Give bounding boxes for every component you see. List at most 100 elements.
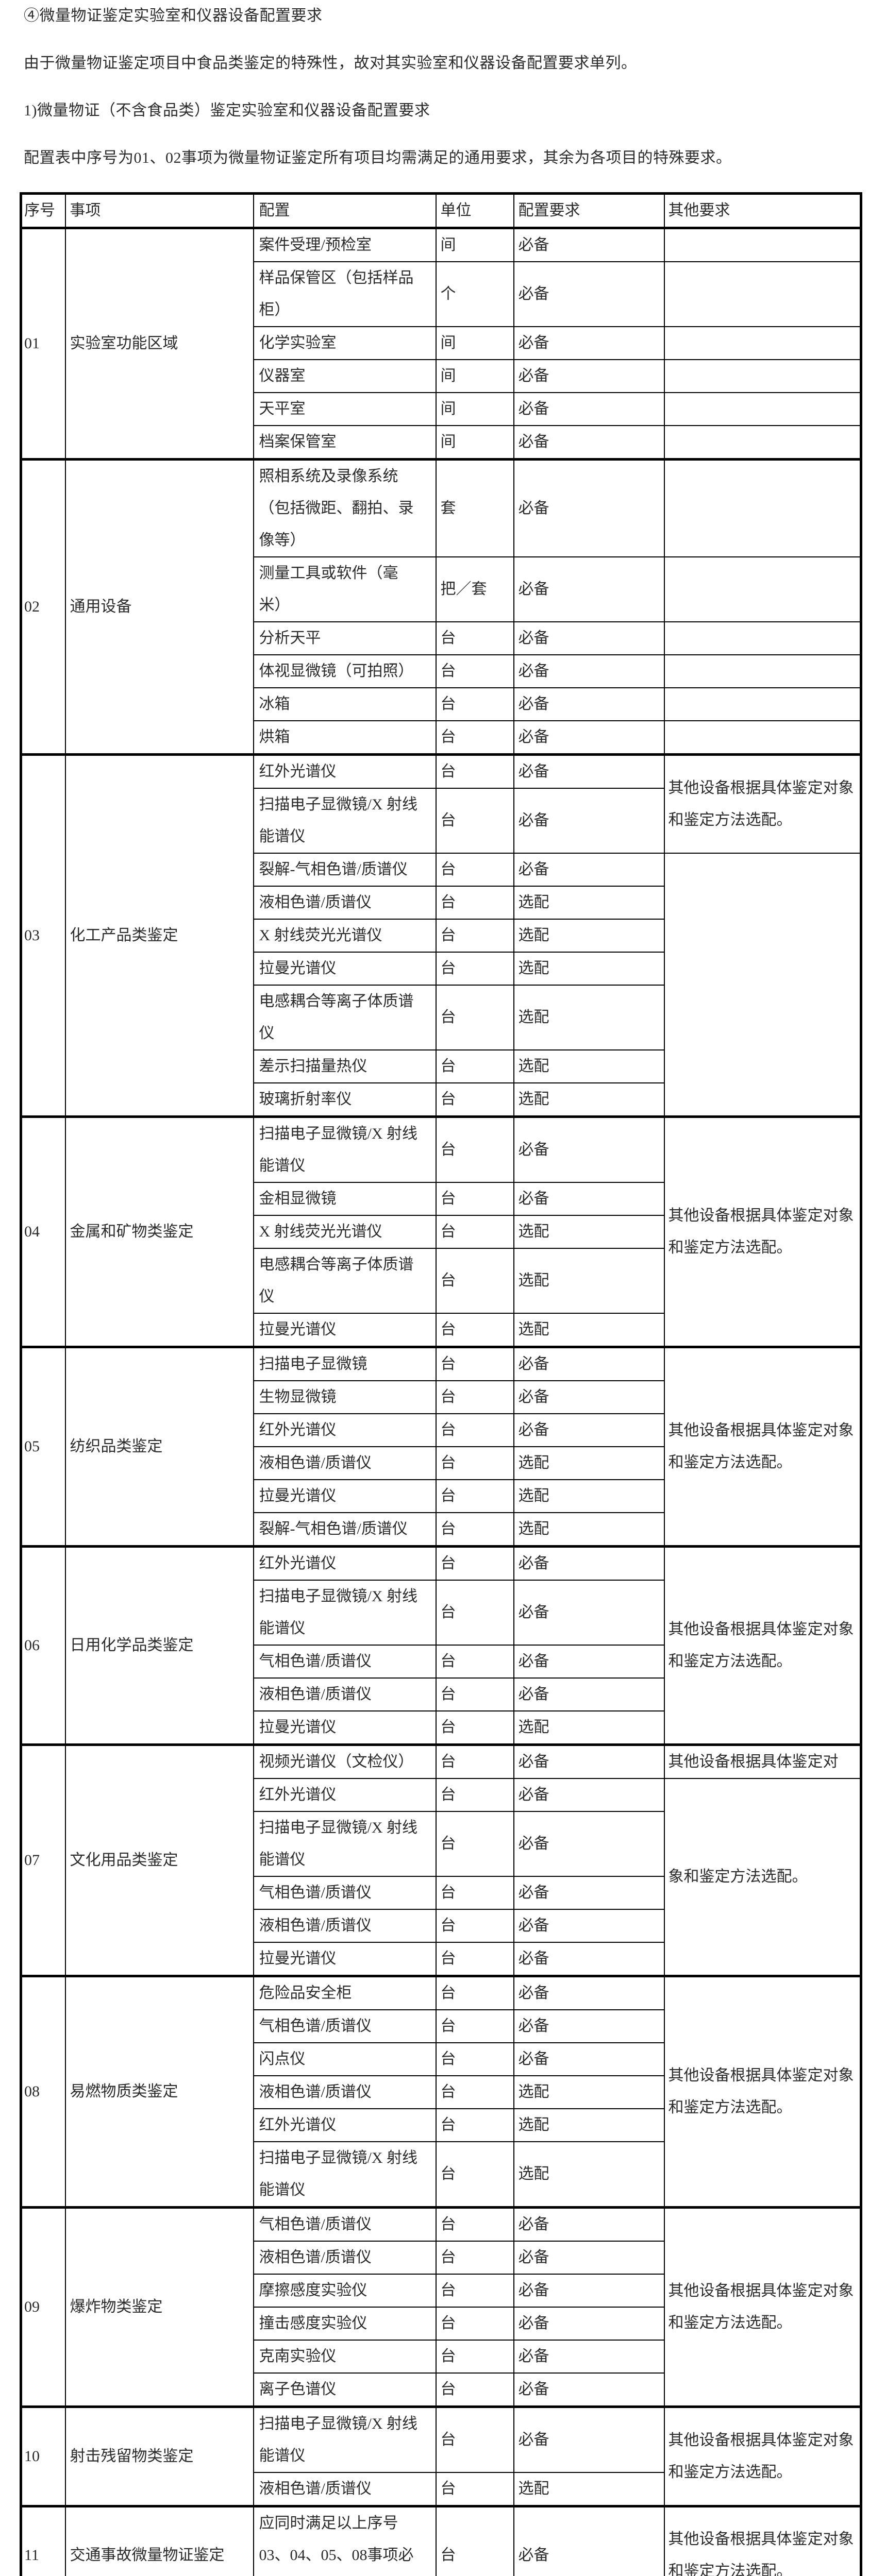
config-cell: 克南实验仪 [253, 2340, 437, 2374]
row-number-cell: 02 [20, 458, 66, 755]
item-cell: 纺织品类鉴定 [64, 1346, 254, 1547]
unit-cell: 台 [435, 985, 514, 1050]
requirement-cell: 选配 [513, 1512, 665, 1547]
unit-cell: 台 [435, 2372, 514, 2408]
config-cell: 红外光谱仪 [253, 1413, 437, 1447]
column-header-5: 配置要求 [513, 193, 665, 229]
requirement-cell: 必备 [513, 458, 665, 557]
requirement-cell: 必备 [513, 720, 665, 755]
config-cell: 样品保管区（包括样品柜） [253, 261, 437, 327]
config-cell: 天平室 [253, 392, 437, 426]
config-cell: 气相色谱/质谱仪 [253, 1876, 437, 1910]
other-requirement-cell [663, 392, 862, 426]
config-cell: 化学实验室 [253, 326, 437, 360]
row-number-cell: 10 [20, 2405, 66, 2507]
row-number-cell: 11 [20, 2505, 66, 2576]
requirement-cell: 必备 [513, 1909, 665, 1943]
table-row: 扫描电子显微镜/X 射线能谱仪台必备 [21, 788, 861, 854]
config-cell: 液相色谱/质谱仪 [253, 2241, 437, 2275]
config-cell: 电感耦合等离子体质谱仪 [253, 1248, 437, 1314]
config-cell: 液相色谱/质谱仪 [253, 2075, 437, 2109]
unit-cell: 间 [435, 326, 514, 360]
other-requirement-cell [663, 425, 862, 460]
column-header-4: 单位 [435, 193, 514, 229]
table-row: 拉曼光谱仪台选配 [21, 1710, 861, 1745]
unit-cell: 台 [435, 1248, 514, 1314]
table-row: 03 化工产品类鉴定 红外光谱仪台必备 其他设备根据具体鉴定对象和鉴定方法选配。 [20, 753, 862, 1117]
table-row: 冰箱台必备 [21, 687, 862, 721]
row-number-cell: 05 [20, 1346, 66, 1547]
config-cell: 扫描电子显微镜/X 射线能谱仪 [253, 788, 437, 854]
unit-cell: 台 [435, 2075, 514, 2109]
requirement-cell: 选配 [513, 1313, 665, 1348]
config-cell: 扫描电子显微镜 [253, 1346, 437, 1381]
unit-cell: 台 [435, 1580, 514, 1646]
requirement-cell: 选配 [513, 2075, 665, 2109]
requirement-cell: 必备 [513, 359, 665, 393]
requirement-cell: 必备 [513, 425, 665, 460]
unit-cell: 台 [435, 853, 514, 887]
unit-cell: 台 [435, 1413, 514, 1447]
unit-cell: 台 [435, 788, 514, 854]
unit-cell: 套 [435, 458, 514, 557]
intro-paragraph-2: 1)微量物证（不含食品类）鉴定实验室和仪器设备配置要求 [24, 102, 430, 119]
unit-cell: 台 [435, 1778, 514, 1812]
table-row: 拉曼光谱仪台必备 [21, 1942, 861, 1977]
config-cell: 扫描电子显微镜/X 射线能谱仪 [253, 2141, 437, 2208]
row-number-cell: 09 [20, 2206, 66, 2408]
unit-cell: 台 [435, 1710, 514, 1745]
row-number-cell: 01 [20, 227, 66, 460]
config-cell: 气相色谱/质谱仪 [253, 2206, 437, 2242]
other-requirement-cell: 其他设备根据具体鉴定对象和鉴定方法选配。 [663, 1115, 862, 1348]
table-row: 04 金属和矿物类鉴定 扫描电子显微镜/X 射线能谱仪台必备 其他设备根据具体鉴定对象… [20, 1115, 862, 1348]
config-cell: 应同时满足以上序号03、04、05、08事项必备仪器配置的要求。 [253, 2505, 437, 2576]
unit-cell: 台 [435, 1215, 514, 1249]
table-row: 裂解-气相色谱/质谱仪台选配 [21, 1512, 861, 1547]
requirement-cell: 必备 [513, 687, 665, 721]
table-row: 红外光谱仪台必备 [21, 1413, 861, 1447]
table-row: 11交通事故微量物证鉴定应同时满足以上序号03、04、05、08事项必备仪器配置… [20, 2505, 862, 2576]
table-row: 分析天平台必备 [21, 621, 862, 655]
other-requirement-cell [663, 654, 862, 688]
unit-cell: 台 [435, 1811, 514, 1877]
table-row: 拉曼光谱仪台选配 [21, 1313, 861, 1348]
unit-cell: 台 [435, 1313, 514, 1348]
unit-cell: 台 [435, 2274, 514, 2308]
table-row: 液相色谱/质谱仪台必备 [21, 1677, 861, 1711]
requirement-cell: 必备 [513, 1380, 665, 1414]
table-body: 01 实验室功能区域 案件受理/预检室间必备 样品保管区（包括样品柜）个必备 化学实验室… [20, 227, 862, 2576]
column-header-2: 事项 [64, 193, 254, 229]
table-row: 玻璃折射率仪台选配 [21, 1082, 861, 1117]
table-row: 差示扫描量热仪台选配 [21, 1049, 861, 1083]
requirement-cell: 必备 [513, 1811, 665, 1877]
other-requirement-cell [663, 556, 862, 622]
config-cell: 扫描电子显微镜/X 射线能谱仪 [253, 1115, 437, 1183]
requirement-cell: 必备 [513, 2340, 665, 2374]
config-cell: 案件受理/预检室 [253, 227, 437, 262]
other-requirement-cell [663, 720, 862, 755]
config-cell: 红外光谱仪 [253, 2108, 437, 2142]
requirement-cell: 选配 [513, 1082, 665, 1117]
unit-cell: 台 [435, 2241, 514, 2275]
requirement-cell: 必备 [513, 1975, 665, 2010]
requirement-cell: 必备 [513, 1743, 665, 1779]
config-cell: 仪器室 [253, 359, 437, 393]
unit-cell: 台 [435, 1115, 514, 1183]
requirement-cell: 必备 [513, 2307, 665, 2341]
config-cell: 烘箱 [253, 720, 437, 755]
unit-cell: 台 [435, 2340, 514, 2374]
config-cell: 闪点仪 [253, 2042, 437, 2076]
requirement-cell: 必备 [513, 2405, 665, 2473]
header-row: 序号 事项 配置 单位 配置要求 其他要求 [20, 193, 862, 229]
requirement-cell: 必备 [513, 1182, 665, 1216]
config-cell: 电感耦合等离子体质谱仪 [253, 985, 437, 1050]
item-cell: 文化用品类鉴定 [64, 1743, 254, 1977]
config-cell: 离子色谱仪 [253, 2372, 437, 2408]
config-cell: 差示扫描量热仪 [253, 1049, 437, 1083]
table-row: 10 射击残留物类鉴定 扫描电子显微镜/X 射线能谱仪台必备 其他设备根据具体鉴定对象… [20, 2405, 862, 2507]
unit-cell: 台 [435, 1512, 514, 1547]
config-cell: 档案保管室 [253, 425, 437, 460]
config-cell: 危险品安全柜 [253, 1975, 437, 2010]
config-cell: 金相显微镜 [253, 1182, 437, 1216]
table-row: 08 易燃物质类鉴定 危险品安全柜台必备 其他设备根据具体鉴定对象和鉴定方法选配。 [20, 1975, 862, 2208]
